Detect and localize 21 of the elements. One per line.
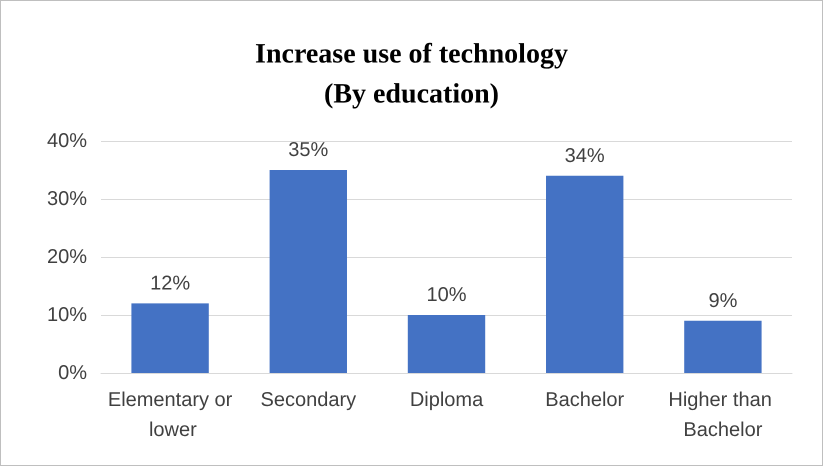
- x-tick-label: Elementary or lower: [108, 389, 233, 441]
- bar: [684, 320, 762, 373]
- data-label: 35%: [288, 139, 329, 161]
- x-tick-label: Bachelor: [545, 389, 625, 411]
- data-label: 34%: [564, 144, 605, 167]
- data-label: 12%: [150, 272, 190, 294]
- chart-title: Increase use of technology (By education): [255, 38, 568, 110]
- x-tick-label: Secondary: [260, 389, 356, 411]
- data-label: 9%: [708, 290, 738, 312]
- x-tick-label: Higher than Bachelor: [668, 389, 778, 441]
- x-tick-label: Diploma: [410, 389, 484, 411]
- bar: [270, 170, 347, 373]
- y-tick-label: 10%: [46, 304, 88, 326]
- y-tick-label: 30%: [46, 188, 88, 210]
- bar: [408, 315, 486, 373]
- bar: [131, 303, 209, 373]
- y-tick-label: 20%: [46, 246, 88, 268]
- y-tick-label: 40%: [46, 130, 88, 152]
- y-tick-label: 0%: [58, 362, 88, 384]
- bar: [546, 176, 624, 373]
- data-label: 10%: [426, 284, 467, 306]
